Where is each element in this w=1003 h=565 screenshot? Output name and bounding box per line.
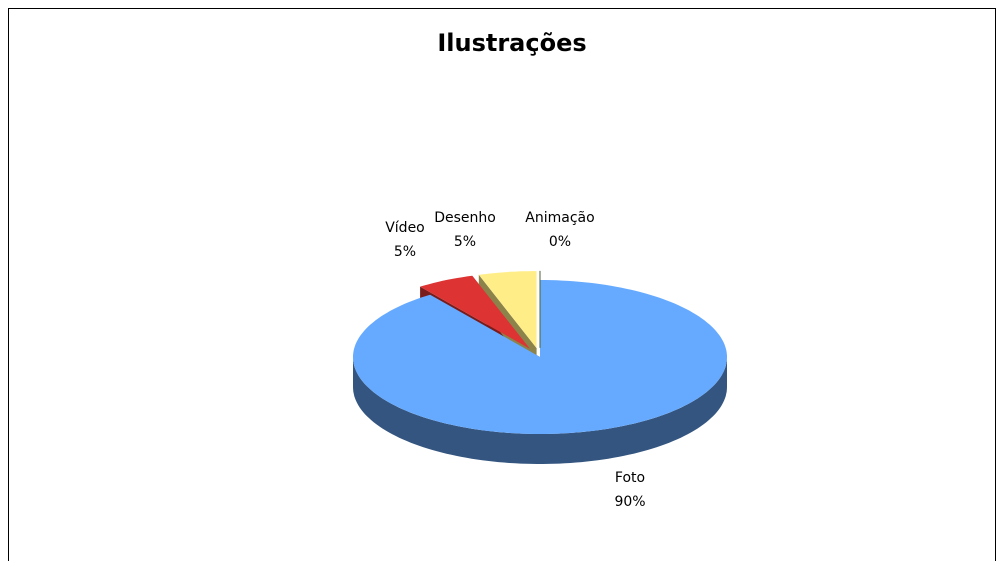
slice-label: Desenho bbox=[434, 210, 496, 226]
slice-top bbox=[478, 271, 537, 349]
slice-label: Animação bbox=[525, 210, 594, 226]
slice-value-label: 5% bbox=[454, 234, 476, 250]
slice-top bbox=[420, 275, 530, 349]
slice-value-label: 0% bbox=[549, 234, 571, 250]
chart-title: Ilustrações bbox=[437, 29, 586, 57]
slice-tops bbox=[353, 270, 727, 434]
slice-value-label: 5% bbox=[394, 244, 416, 260]
slice-label: Foto bbox=[615, 470, 645, 486]
slice-side bbox=[353, 357, 727, 464]
slice-value-label: 90% bbox=[614, 494, 645, 510]
slice-label: Vídeo bbox=[385, 220, 425, 236]
slice-top bbox=[353, 280, 727, 434]
